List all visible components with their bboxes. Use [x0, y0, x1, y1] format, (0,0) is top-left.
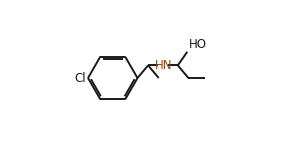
Text: HN: HN — [155, 59, 173, 72]
Text: HO: HO — [189, 38, 207, 51]
Text: Cl: Cl — [75, 72, 86, 84]
